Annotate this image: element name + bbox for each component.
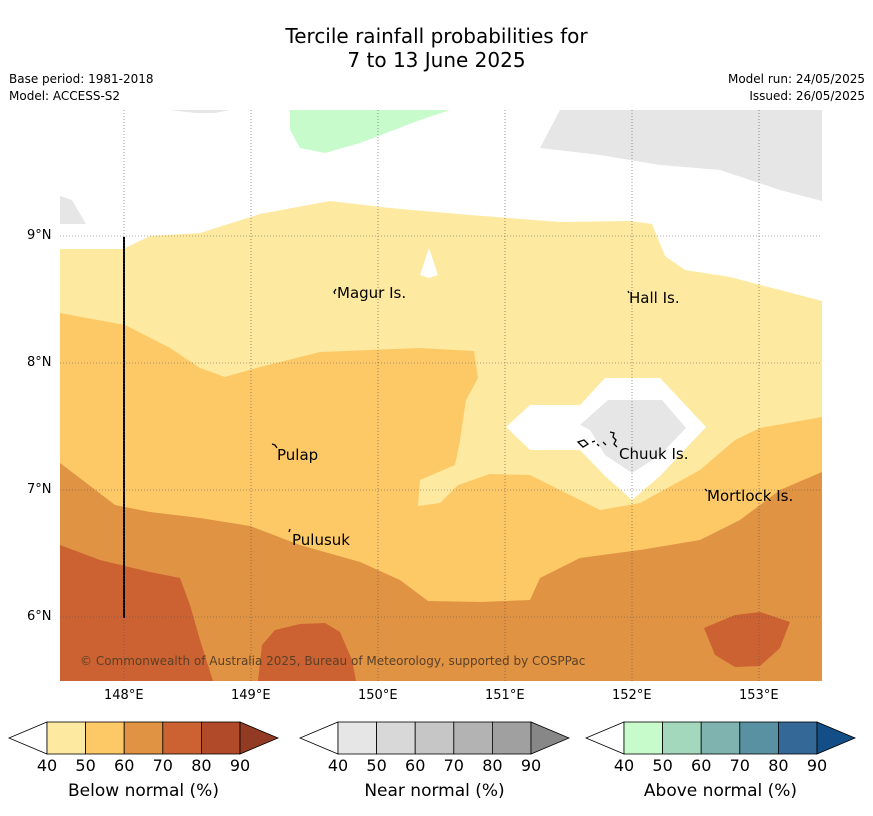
colorbar-segment xyxy=(739,721,779,755)
colorbar-tick-label: 50 xyxy=(366,756,387,775)
place-mortlock: Mortlock Is. xyxy=(707,487,794,505)
hall-marker xyxy=(627,290,630,294)
colorbar-segment xyxy=(123,721,164,755)
lon-label-153e: 153°E xyxy=(739,688,779,703)
colorbar-extend-low xyxy=(7,721,48,755)
colorbar-tick-label: 60 xyxy=(691,756,712,775)
colorbar-segment xyxy=(85,721,125,755)
region-near-40-northeast xyxy=(540,110,822,201)
colorbar-tick-label: 90 xyxy=(806,756,828,775)
mortlock-marker xyxy=(704,488,708,492)
lat-label-9n: 9°N xyxy=(27,228,52,243)
colorbar-segment xyxy=(491,721,532,755)
colorbar-segment xyxy=(200,721,241,755)
title-line-1: Tercile rainfall probabilities for xyxy=(285,24,588,48)
lon-label-149e: 149°E xyxy=(231,688,271,703)
region-chuuk-near-40 xyxy=(580,400,686,473)
pulap-marker xyxy=(271,443,278,449)
colorbar-extend-low xyxy=(298,721,339,755)
colorbar-above-normal xyxy=(584,721,857,755)
colorbar-title: Above normal (%) xyxy=(643,781,798,801)
lon-label-150e: 150°E xyxy=(358,688,398,703)
place-pulusuk: Pulusuk xyxy=(292,531,350,549)
colorbar-tick-label: 40 xyxy=(327,756,349,775)
place-hall: Hall Is. xyxy=(629,289,680,307)
colorbar-segment xyxy=(700,721,741,755)
magur-marker xyxy=(333,288,337,295)
colorbar-below-normal xyxy=(7,721,280,755)
base-period-text: Base period: 1981-2018 xyxy=(9,72,154,86)
colorbar-tick-label: 80 xyxy=(482,756,503,775)
issued-text: Issued: 26/05/2025 xyxy=(749,89,865,103)
place-chuuk: Chuuk Is. xyxy=(619,445,689,463)
lat-label-8n: 8°N xyxy=(27,355,52,370)
colorbar-segment xyxy=(337,721,377,755)
colorbar-extend-high xyxy=(816,721,857,755)
colorbar-tick-label: 90 xyxy=(520,756,542,775)
colorbar-segment xyxy=(162,721,202,755)
colorbar-segment xyxy=(623,721,663,755)
colorbar-near-normal xyxy=(298,721,571,755)
lon-label-151e: 151°E xyxy=(485,688,525,703)
model-run-text: Model run: 24/05/2025 xyxy=(727,72,865,86)
colorbar-segment xyxy=(414,721,455,755)
colorbar-tick-label: 60 xyxy=(114,756,135,775)
chuuk-marker xyxy=(576,431,618,448)
colorbar-tick-label: 70 xyxy=(152,756,173,775)
colorbar-tick-label: 90 xyxy=(229,756,251,775)
colorbar-segment xyxy=(662,721,702,755)
lat-label-7n: 7°N xyxy=(27,482,52,497)
colorbar-extend-high xyxy=(530,721,571,755)
colorbar-tick-label: 80 xyxy=(191,756,212,775)
colorbar-tick-label: 40 xyxy=(613,756,635,775)
gridlines xyxy=(60,110,822,681)
island-markers xyxy=(271,288,708,533)
region-above-40 xyxy=(290,110,450,153)
region-below-60 xyxy=(60,463,822,681)
colorbar-extend-high xyxy=(239,721,280,755)
colorbar-tick-label: 60 xyxy=(405,756,426,775)
region-below-70-south xyxy=(258,623,356,681)
colorbar-extend-low xyxy=(584,721,625,755)
copyright-text: © Commonwealth of Australia 2025, Bureau… xyxy=(80,654,586,668)
lon-label-148e: 148°E xyxy=(104,688,144,703)
colorbar-segment xyxy=(778,721,818,755)
meta-right: Model run: 24/05/2025 Issued: 26/05/2025 xyxy=(728,71,865,105)
place-pulap: Pulap xyxy=(277,446,319,464)
region-near-40-west xyxy=(60,196,86,224)
colorbar-segment xyxy=(46,721,86,755)
region-below-70-southeast xyxy=(704,612,790,667)
colorbar-tick-label: 50 xyxy=(652,756,673,775)
lat-label-6n: 6°N xyxy=(27,609,52,624)
place-magur: Magur Is. xyxy=(337,284,407,302)
colorbar-tick-label: 70 xyxy=(729,756,750,775)
pulusuk-marker xyxy=(288,528,291,533)
colorbar-title: Below normal (%) xyxy=(68,781,219,801)
colorbar-segment xyxy=(376,721,416,755)
meta-left: Base period: 1981-2018 Model: ACCESS-S2 xyxy=(9,71,154,105)
region-white-notch xyxy=(420,248,438,278)
colorbar-segment xyxy=(453,721,493,755)
colorbar-tick-label: 80 xyxy=(768,756,789,775)
colorbar-title: Near normal (%) xyxy=(364,781,505,801)
lon-label-152e: 152°E xyxy=(612,688,652,703)
region-below-70-southwest xyxy=(60,545,213,681)
colorbar-tick-label: 70 xyxy=(443,756,464,775)
model-text: Model: ACCESS-S2 xyxy=(9,89,121,103)
colorbar-tick-label: 50 xyxy=(75,756,96,775)
region-near-40-top xyxy=(170,110,230,113)
colorbar-tick-label: 40 xyxy=(36,756,58,775)
title-line-2: 7 to 13 June 2025 xyxy=(347,48,526,72)
